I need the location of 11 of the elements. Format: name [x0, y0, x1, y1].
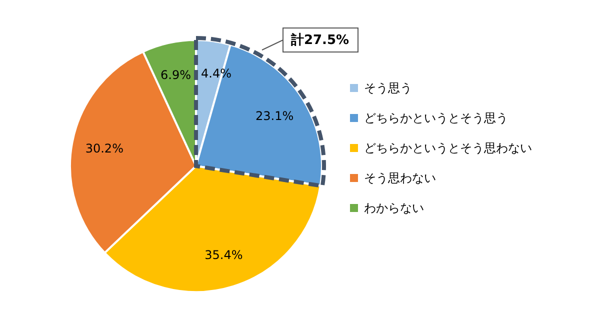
legend-label: どちらかというとそう思わない [364, 141, 532, 155]
data-label: 35.4% [204, 248, 243, 262]
data-label: 4.4% [201, 66, 232, 81]
data-label: 30.2% [85, 142, 124, 156]
legend-label: そう思う [364, 81, 412, 95]
legend-label: どちらかというとそう思う [364, 111, 508, 125]
legend-label: わからない [364, 201, 424, 215]
text: 計27.5% [290, 32, 350, 48]
data-label: 6.9% [160, 68, 191, 82]
legend-label: そう思わない [364, 171, 436, 185]
data-label: 23.1% [256, 108, 294, 123]
